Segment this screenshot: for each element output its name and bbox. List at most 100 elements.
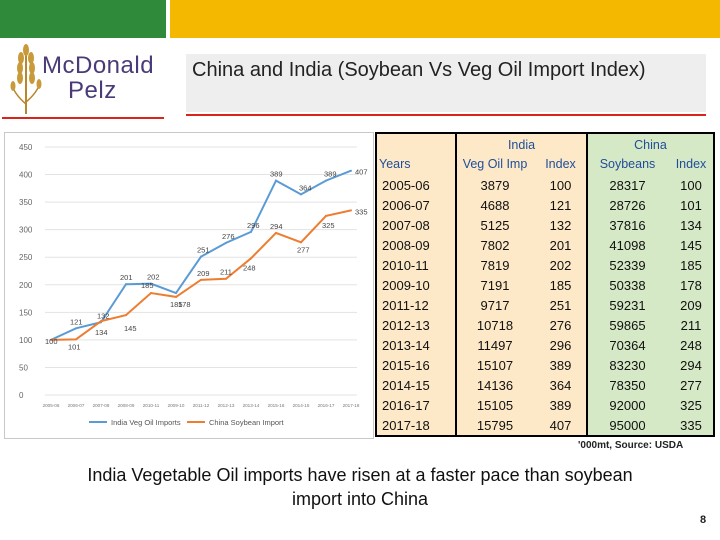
table-cell: 209 [680,298,702,313]
table-cell-year: 2014-15 [382,378,430,393]
data-point [225,277,227,280]
table-cell-year: 2017-18 [382,418,430,433]
table-cell-year: 2007-08 [382,218,430,233]
table-cell: 7819 [480,258,510,273]
title-box: China and India (Soybean Vs Veg Oil Impo… [186,54,706,112]
y-tick-label: 0 [19,391,24,400]
table-cell: 9717 [480,298,510,313]
table-cell: 28726 [609,198,646,213]
y-tick-label: 250 [19,253,33,262]
table-cell: 59231 [609,298,646,313]
data-point [200,278,202,281]
x-tick-label: 2016-17 [318,403,335,408]
table-cell: 14136 [476,378,514,393]
header-bar-yellow [170,0,720,38]
table-cell: 211 [680,318,702,333]
data-point [275,179,277,182]
data-label: 178 [178,300,191,309]
column-header: Years [379,157,411,171]
table-cell: 15105 [476,398,514,413]
data-label: 407 [355,168,368,177]
y-tick-label: 300 [19,226,33,235]
source-note: '000mt, Source: USDA [578,440,684,451]
y-tick-label: 150 [19,308,33,317]
x-tick-label: 2013-14 [243,403,260,408]
logo-text-line2: Pelz [68,77,117,104]
table-cell: 41098 [609,238,646,253]
title-underline [186,114,706,116]
data-label: 325 [322,221,335,230]
data-point [325,214,327,217]
data-label: 335 [355,207,368,216]
x-tick-label: 2009-10 [168,403,185,408]
data-point [125,283,127,286]
table-cell-year: 2008-09 [382,238,430,253]
x-tick-label: 2017-18 [343,403,360,408]
table-cell: 277 [680,378,702,393]
y-tick-label: 450 [19,143,33,152]
data-label: 145 [124,324,137,333]
table-cell: 407 [549,418,572,433]
header-bar-green [0,0,166,38]
data-point [275,231,277,234]
table-cell: 15795 [476,418,514,433]
line-chart: 0 50 100 150 200 250 300 350 400 450 2005-06 2006-0… [4,132,374,439]
table-cell: 28317 [609,178,646,193]
table-cell: 70364 [609,338,646,353]
table-cell: 83230 [609,358,646,373]
data-label: 211 [220,268,232,277]
data-label: 277 [297,245,310,254]
x-tick-label: 2006-07 [68,403,85,408]
y-tick-label: 400 [19,171,33,180]
table-cell: 178 [680,278,702,293]
table-cell: 248 [680,338,702,353]
table-cell: 335 [680,418,702,433]
y-tick-label: 350 [19,198,33,207]
data-point [325,179,327,182]
data-point [100,320,102,323]
table-cell-year: 2009-10 [382,278,430,293]
x-tick-label: 2005-06 [43,403,60,408]
data-label: 185 [141,281,154,290]
data-point [200,255,202,258]
x-tick-label: 2015-16 [268,403,285,408]
page-number: 8 [700,514,707,526]
table-cell: 185 [680,258,702,273]
legend-label: China Soybean Import [209,418,285,427]
table-cell: 10718 [476,318,514,333]
y-tick-label: 50 [19,363,28,372]
data-label: 251 [197,246,210,255]
data-label: 389 [324,170,337,179]
data-point [225,241,227,244]
data-label: 121 [70,317,83,326]
table-cell: 294 [680,358,702,373]
data-label: 364 [299,183,312,192]
x-tick-label: 2008-09 [118,403,135,408]
table-cell: 185 [549,278,572,293]
table-cell-year: 2013-14 [382,338,430,353]
table-cell-year: 2010-11 [382,258,429,273]
data-point [50,338,52,341]
data-point [175,295,177,298]
data-label: 209 [197,269,210,278]
table-cell: 145 [680,238,702,253]
table-cell: 3879 [480,178,510,193]
data-label: 100 [45,337,58,346]
y-tick-label: 200 [19,281,33,290]
data-label: 276 [222,232,235,241]
x-tick-label: 2007-08 [93,403,110,408]
table-cell: 134 [680,218,702,233]
table-cell-year: 2012-13 [382,318,430,333]
data-label: 185 [170,300,183,309]
table-cell: 276 [549,318,572,333]
data-point [350,209,352,212]
table-cell: 78350 [609,378,646,393]
data-point [250,230,252,233]
data-label: 389 [270,170,283,179]
data-label: 132 [97,311,110,320]
table-cell: 101 [680,198,702,213]
table-cell: 37816 [609,218,646,233]
y-tick-label: 100 [19,336,33,345]
table-cell: 92000 [609,398,646,413]
logo-text-line1: McDonald [42,52,155,79]
